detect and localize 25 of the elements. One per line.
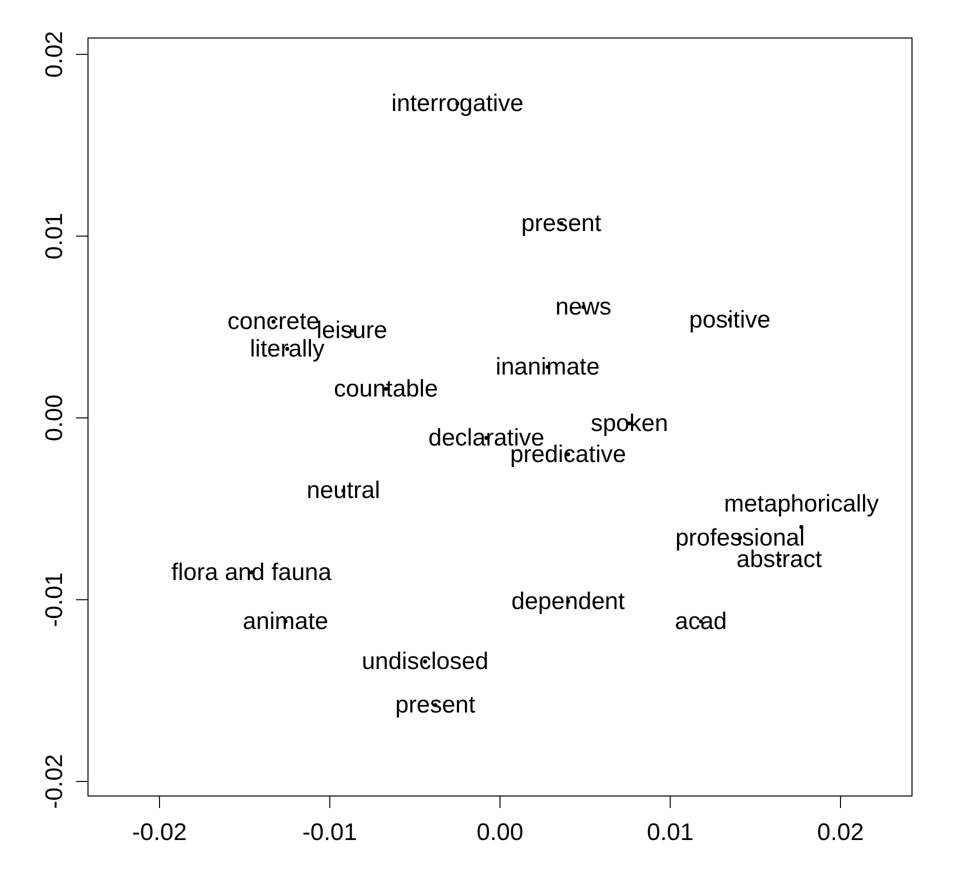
y-tick-label: -0.02 xyxy=(41,754,68,809)
series-label: inanimate xyxy=(496,354,600,381)
x-tick-label: 0.01 xyxy=(646,819,694,846)
y-tick-label: 0.02 xyxy=(41,31,68,78)
x-tick-label: -0.01 xyxy=(302,819,358,846)
x-tick-label: -0.02 xyxy=(132,819,187,846)
series-label: positive xyxy=(689,306,771,334)
series-label: present xyxy=(395,692,476,719)
series-label: undisclosed xyxy=(362,648,488,675)
x-tick-label: 0.02 xyxy=(817,819,864,846)
series-label: present xyxy=(521,210,602,237)
y-tick-label: 0.01 xyxy=(41,212,68,260)
series-label: news xyxy=(555,294,612,321)
series-label: spoken xyxy=(590,410,668,437)
series-label: acad xyxy=(674,608,727,635)
series-label: animate xyxy=(242,608,328,635)
series-label: metaphorically xyxy=(724,490,879,518)
series-label: flora and fauna xyxy=(171,558,332,586)
y-tick-label: -0.01 xyxy=(41,572,68,628)
series-label: interrogative xyxy=(391,90,524,117)
x-tick-label: 0.00 xyxy=(476,819,524,846)
y-tick-label: 0.00 xyxy=(41,394,68,442)
series-label: countable xyxy=(334,375,438,402)
series-label: neutral xyxy=(306,477,380,504)
series-label: dependent xyxy=(511,588,626,615)
